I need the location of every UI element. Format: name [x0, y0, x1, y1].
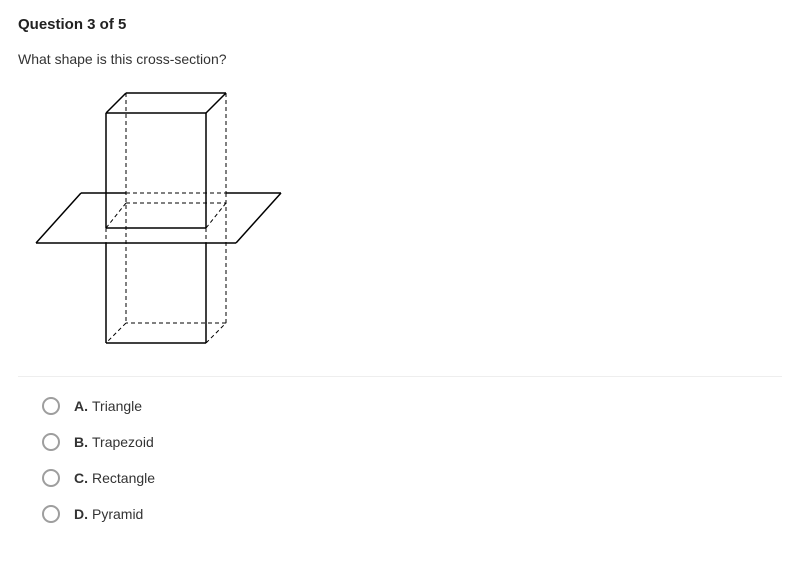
option-text: Pyramid [92, 506, 143, 522]
option-text: Rectangle [92, 470, 155, 486]
divider [18, 376, 782, 377]
option-b[interactable]: B.Trapezoid [42, 433, 782, 451]
option-text: Trapezoid [92, 434, 154, 450]
radio-icon [42, 397, 60, 415]
option-d[interactable]: D.Pyramid [42, 505, 782, 523]
option-letter: C. [74, 470, 88, 486]
cross-section-figure [26, 83, 782, 358]
radio-icon [42, 505, 60, 523]
radio-icon [42, 469, 60, 487]
question-header: Question 3 of 5 [18, 16, 782, 33]
option-label: B.Trapezoid [74, 434, 154, 450]
radio-icon [42, 433, 60, 451]
option-text: Triangle [92, 398, 142, 414]
question-prompt: What shape is this cross-section? [18, 51, 782, 67]
option-label: A.Triangle [74, 398, 142, 414]
option-a[interactable]: A.Triangle [42, 397, 782, 415]
option-label: C.Rectangle [74, 470, 155, 486]
option-letter: A. [74, 398, 88, 414]
option-c[interactable]: C.Rectangle [42, 469, 782, 487]
option-letter: B. [74, 434, 88, 450]
options-group: A.Triangle B.Trapezoid C.Rectangle D.Pyr… [18, 397, 782, 523]
option-letter: D. [74, 506, 88, 522]
option-label: D.Pyramid [74, 506, 143, 522]
prism-cross-section-svg [26, 83, 286, 353]
